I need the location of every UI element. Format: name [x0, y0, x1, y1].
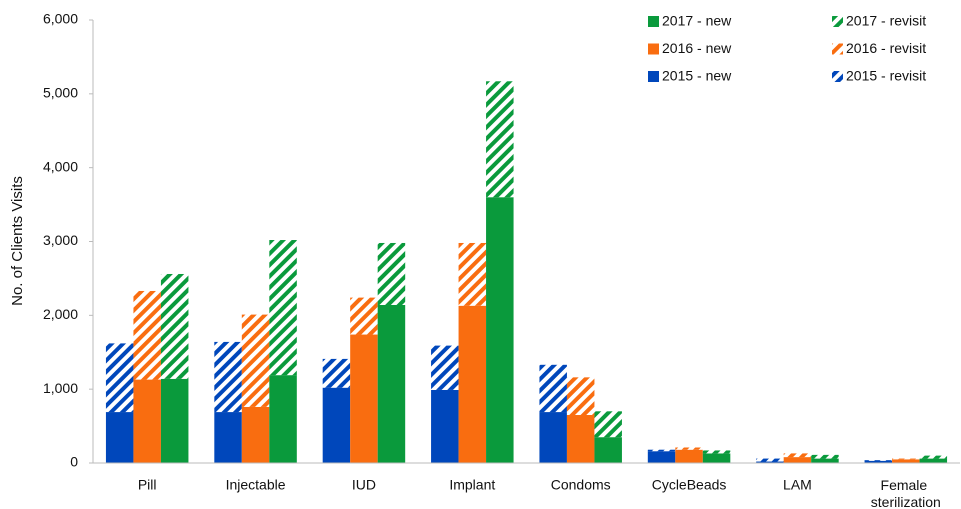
y-tick-label: 0: [70, 454, 78, 470]
bar-new: [105, 412, 134, 463]
x-tick-label: LAM: [783, 477, 812, 493]
bar-revisit: [539, 364, 567, 413]
x-tick-label: Injectable: [226, 477, 286, 493]
y-tick-label: 6,000: [43, 11, 78, 27]
bar-new: [160, 378, 189, 463]
bar-revisit: [486, 81, 514, 198]
bar-revisit: [269, 240, 297, 376]
bar-revisit: [458, 242, 487, 306]
legend-swatch: [832, 43, 843, 55]
y-tick-label: 1,000: [43, 380, 78, 396]
bar-revisit: [431, 345, 459, 390]
bar-new: [756, 461, 784, 463]
bar-new: [864, 460, 893, 463]
bar-new: [350, 334, 378, 463]
bar-new: [322, 387, 351, 463]
legend-swatch: [832, 71, 843, 82]
bar-new: [594, 437, 622, 463]
y-tick-label: 5,000: [43, 85, 78, 101]
bar-revisit: [105, 343, 134, 413]
bar-new: [486, 197, 514, 463]
bar-new: [377, 304, 406, 463]
bar-revisit: [133, 290, 161, 380]
bar-revisit: [811, 454, 839, 459]
bar-revisit: [241, 314, 270, 407]
bar-revisit: [675, 447, 703, 450]
bar-revisit: [160, 273, 189, 379]
bar-revisit: [702, 450, 731, 454]
legend-label: 2016 - revisit: [846, 40, 926, 56]
bar-new: [566, 415, 595, 463]
bar-revisit: [594, 411, 622, 438]
x-tick-label: Condoms: [551, 477, 611, 493]
bar-new: [214, 412, 242, 463]
bar-revisit: [864, 460, 893, 461]
bar-new: [919, 458, 948, 463]
bar-new: [783, 457, 812, 463]
bar-new: [431, 389, 459, 463]
bar-new: [811, 458, 839, 463]
legend-swatch: [648, 71, 659, 82]
legend-swatch: [648, 16, 659, 27]
bar-new: [458, 305, 487, 463]
x-tick-label: Pill: [138, 477, 157, 493]
x-tick-label: Implant: [449, 477, 495, 493]
x-tick-label: IUD: [352, 477, 376, 493]
bar-revisit: [566, 377, 595, 416]
bar-revisit: [214, 341, 242, 413]
bar-new: [539, 412, 567, 463]
bar-new: [675, 449, 703, 463]
bar-new: [702, 453, 731, 463]
legend-label: 2015 - revisit: [846, 68, 926, 84]
bar-revisit: [322, 358, 351, 388]
legend-label: 2017 - revisit: [846, 13, 926, 29]
x-tick-label: Female sterilization: [871, 477, 941, 509]
y-tick-label: 3,000: [43, 232, 78, 248]
bar-new: [133, 379, 161, 463]
bar-revisit: [350, 297, 378, 335]
bar-revisit: [919, 455, 948, 459]
y-tick-label: 2,000: [43, 306, 78, 322]
legend: 2015 - new 2015 - revisit 2016 - new 2016 -…: [648, 13, 926, 84]
legend-label: 2016 - new: [662, 40, 732, 56]
bar-new: [269, 375, 297, 463]
bar-revisit: [647, 449, 676, 452]
y-axis-label: No. of Clients Visits: [9, 176, 26, 306]
legend-swatch: [832, 16, 843, 27]
bar-new: [647, 451, 676, 463]
bar-revisit: [377, 242, 406, 305]
bar-revisit: [756, 458, 784, 462]
bar-new: [892, 459, 920, 463]
bar-revisit: [783, 453, 812, 458]
x-tick-label: CycleBeads: [652, 477, 727, 493]
bar-new: [241, 406, 270, 463]
bar-revisit: [892, 458, 920, 460]
legend-label: 2015 - new: [662, 68, 732, 84]
legend-label: 2017 - new: [662, 13, 732, 29]
legend-swatch: [648, 43, 659, 55]
y-tick-label: 4,000: [43, 158, 78, 174]
